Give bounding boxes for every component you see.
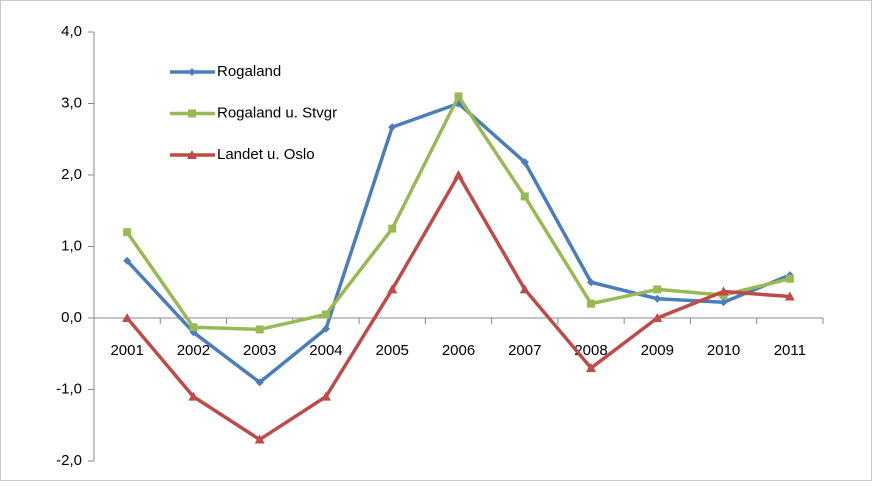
x-tick-label: 2006	[442, 342, 475, 359]
data-point	[785, 274, 794, 283]
y-tick-label: -2,0	[56, 452, 82, 469]
x-tick-label: 2010	[707, 342, 740, 359]
data-point	[519, 284, 530, 294]
legend-label: Rogaland	[217, 63, 281, 80]
x-tick-label: 2004	[309, 342, 342, 359]
data-point	[587, 278, 596, 287]
x-tick-label: 2001	[110, 342, 143, 359]
legend-marker	[188, 68, 196, 76]
data-point	[718, 286, 729, 296]
x-tick-label: 2003	[243, 342, 276, 359]
x-tick-label: 2008	[574, 342, 607, 359]
data-point	[255, 378, 264, 387]
data-point	[388, 224, 397, 233]
data-point	[122, 313, 133, 322]
y-tick-label: 2,0	[61, 166, 82, 183]
data-point	[123, 228, 132, 237]
data-point	[520, 158, 529, 167]
x-tick-label: 2005	[376, 342, 409, 359]
data-point	[388, 123, 397, 132]
legend-marker	[187, 150, 197, 159]
data-point	[255, 325, 264, 334]
data-point	[387, 284, 398, 294]
legend-label: Landet u. Oslo	[217, 146, 315, 163]
data-point	[254, 434, 265, 444]
data-point	[454, 92, 463, 101]
data-point	[653, 285, 662, 294]
data-point	[653, 294, 662, 303]
data-point	[189, 323, 198, 332]
x-tick-label: 2009	[641, 342, 674, 359]
data-point	[320, 391, 331, 401]
y-tick-label: 1,0	[61, 237, 82, 254]
data-point	[321, 324, 330, 333]
y-tick-label: 0,0	[61, 309, 82, 326]
data-point	[123, 256, 132, 265]
data-point	[652, 313, 663, 322]
data-point	[453, 170, 464, 179]
x-tick-label: 2011	[774, 342, 806, 359]
data-point	[586, 363, 597, 373]
legend-label: Rogaland u. Stvgr	[217, 104, 337, 121]
data-point	[321, 310, 330, 319]
y-tick-label: 4,0	[61, 23, 82, 40]
data-point	[520, 192, 529, 201]
data-point	[587, 299, 596, 308]
y-tick-label: -1,0	[56, 380, 82, 397]
data-point	[719, 298, 728, 307]
data-point	[784, 291, 795, 301]
x-tick-label: 2007	[508, 342, 541, 359]
y-tick-label: 3,0	[61, 94, 82, 111]
legend-marker	[188, 109, 196, 118]
data-point	[188, 391, 199, 401]
x-tick-label: 2002	[177, 342, 210, 359]
